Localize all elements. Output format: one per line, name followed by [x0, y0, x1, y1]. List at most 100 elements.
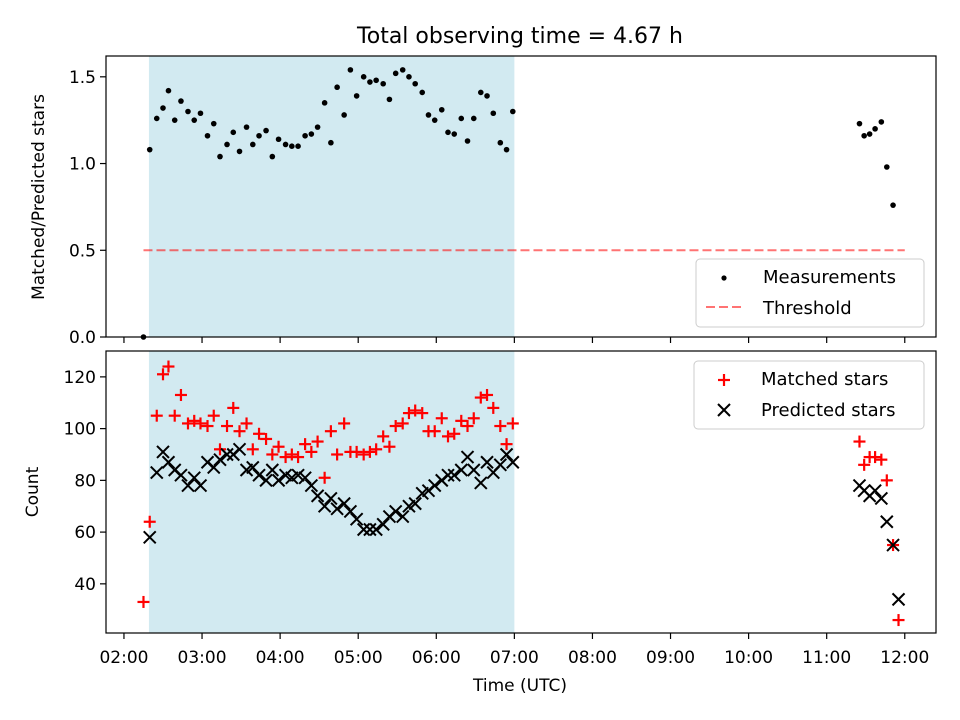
matched-star-marker [260, 432, 273, 445]
marker-stroke [246, 460, 260, 475]
matched-star-marker [266, 448, 279, 461]
predicted-star-marker [474, 476, 488, 490]
predicted-star-marker [259, 473, 273, 488]
matched-star-marker [174, 388, 187, 401]
marker-stroke [150, 465, 164, 480]
matched-star-marker [233, 425, 246, 438]
matched-star-marker [370, 443, 383, 456]
marker-stroke [376, 517, 390, 532]
measurement-point [204, 132, 211, 139]
top-observing-window [148, 56, 515, 337]
predicted-star-marker [376, 517, 390, 532]
predicted-star-points [143, 442, 906, 607]
matched-star-marker [853, 435, 866, 448]
marker-stroke [259, 473, 273, 488]
predicted-star-marker [396, 509, 410, 524]
marker-stroke [396, 509, 410, 524]
bottom-legend: Matched stars Predicted stars [693, 360, 925, 430]
x-tick-label: 05:00 [334, 648, 383, 668]
marker-stroke [880, 515, 894, 529]
marker-stroke [252, 468, 266, 482]
marker-stroke [493, 458, 508, 472]
top-legend-box [695, 258, 925, 328]
predicted-star-marker [174, 468, 188, 482]
y-tick-label: 120 [64, 368, 96, 388]
predicted-star-marker [304, 478, 319, 493]
predicted-star-marker [252, 468, 266, 482]
matched-star-marker [875, 453, 888, 466]
matched-star-marker [143, 515, 156, 528]
x-tick-label: 10:00 [724, 648, 773, 668]
measurement-point [302, 132, 308, 139]
top-axes-frame [105, 55, 937, 338]
marker-stroke [298, 471, 312, 485]
top-y-axis-label: Matched/Predicted stars [29, 94, 49, 300]
marker-stroke [337, 496, 351, 511]
measurement-point [406, 74, 412, 80]
y-tick-label: 40 [74, 575, 96, 595]
y-tick-label: 80 [74, 471, 96, 491]
x-tick-label: 04:00 [256, 648, 305, 668]
measurement-point [510, 108, 516, 115]
matched-star-marker [363, 445, 376, 458]
measurement-point [412, 80, 419, 87]
marker-stroke [874, 491, 889, 506]
matched-star-marker [494, 420, 507, 433]
marker-stroke [460, 450, 475, 464]
measurement-point [419, 89, 426, 96]
marker-stroke [324, 491, 338, 506]
measurement-point [295, 143, 301, 149]
predicted-star-marker [317, 499, 332, 513]
predicted-star-marker [181, 478, 195, 493]
matched-star-marker [880, 474, 893, 487]
measurement-point [185, 108, 191, 115]
measurement-point [178, 98, 184, 104]
predicted-star-marker [143, 530, 157, 544]
measurement-point [165, 87, 172, 94]
bottom-axes-frame [105, 350, 937, 634]
measurement-point [341, 112, 347, 118]
predicted-star-marker [343, 504, 358, 519]
measurement-point [392, 70, 399, 77]
y-tick-label: 0.5 [69, 241, 96, 261]
matched-star-marker [279, 451, 292, 464]
marker-stroke [480, 455, 494, 469]
matched-star-marker [253, 427, 266, 440]
marker-stroke [278, 468, 293, 482]
x-tick-label: 03:00 [178, 648, 227, 668]
matched-star-marker [409, 404, 422, 417]
measurement-point [878, 119, 885, 125]
matched-star-marker [227, 401, 240, 414]
measurement-point [347, 67, 354, 73]
predicted-star-marker [447, 468, 461, 482]
measurement-point [230, 129, 237, 136]
predicted-star-marker [467, 463, 481, 477]
measurement-point [308, 131, 315, 137]
measurement-point [210, 120, 217, 127]
bottom-x-ticks: 02:00 03:00 04:00 05:00 06:00 07:00 08:00 09:00… [99, 633, 929, 668]
matched-star-marker [416, 407, 429, 420]
matched-star-marker [194, 417, 207, 430]
predicted-star-marker [150, 465, 164, 480]
predicted-star-marker [480, 455, 494, 469]
measurement-point [191, 117, 198, 123]
marker-stroke [868, 483, 882, 498]
matched-star-marker [246, 443, 259, 456]
predicted-star-marker [161, 455, 176, 469]
marker-stroke [886, 538, 900, 552]
marker-stroke [388, 504, 403, 519]
bottom-y-ticks: 40 60 80 100 120 [64, 368, 106, 595]
measurement-point [484, 93, 490, 99]
legend-measurements-label: Measurements [763, 267, 896, 288]
predicted-star-marker [324, 491, 338, 506]
predicted-star-marker [460, 450, 475, 464]
matched-star-marker [377, 430, 390, 443]
measurement-point [470, 115, 477, 122]
predicted-star-marker [441, 468, 455, 482]
matched-star-marker [869, 451, 882, 464]
marker-stroke [213, 452, 227, 467]
marker-stroke [356, 522, 371, 537]
x-axis-label: Time (UTC) [472, 676, 567, 696]
predicted-star-marker [880, 515, 894, 529]
measurement-point [861, 132, 867, 139]
